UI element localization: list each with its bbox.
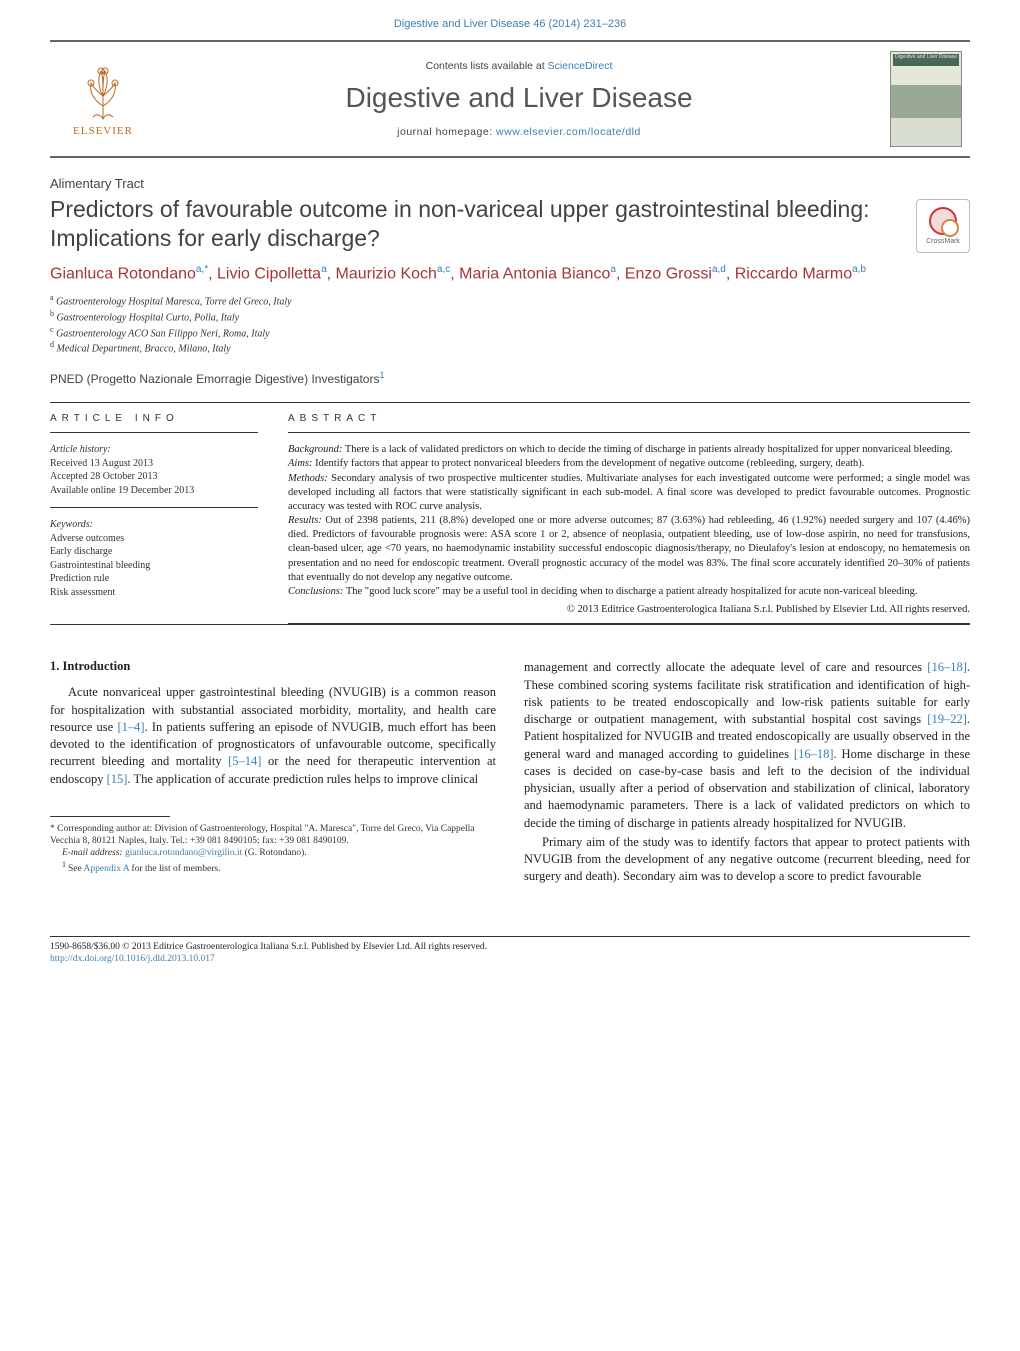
citation-link[interactable]: [16–18]: [927, 660, 967, 674]
page-footer-issn: 1590-8658/$36.00 © 2013 Editrice Gastroe…: [50, 936, 970, 967]
keyword: Risk assessment: [50, 586, 258, 600]
elsevier-wordmark: ELSEVIER: [73, 125, 133, 137]
citation-link[interactable]: [15]: [107, 772, 128, 786]
elsevier-logo: ELSEVIER: [58, 49, 148, 149]
keyword: Prediction rule: [50, 572, 258, 586]
section-heading-intro: 1. Introduction: [50, 659, 496, 674]
intro-paragraph-1-cont: management and correctly allocate the ad…: [524, 659, 970, 832]
citation-link[interactable]: [19–22]: [927, 712, 967, 726]
citation-link[interactable]: [16–18]: [794, 747, 834, 761]
crossmark-icon: [929, 207, 957, 235]
corresponding-email-link[interactable]: gianluca.rotondano@virgilio.it: [125, 848, 242, 858]
sciencedirect-link[interactable]: ScienceDirect: [548, 60, 613, 72]
citation-link[interactable]: [5–14]: [228, 754, 261, 768]
journal-reference-top: Digestive and Liver Disease 46 (2014) 23…: [0, 0, 1020, 36]
author-list: Gianluca Rotondanoa,*, Livio Cipollettaa…: [50, 263, 970, 285]
footnotes: * Corresponding author at: Division of G…: [50, 823, 496, 876]
intro-paragraph-2: Primary aim of the study was to identify…: [524, 834, 970, 886]
crossmark-badge[interactable]: CrossMark: [916, 199, 970, 253]
citation-link[interactable]: [1–4]: [117, 720, 144, 734]
keyword: Adverse outcomes: [50, 532, 258, 546]
journal-homepage-line: journal homepage: www.elsevier.com/locat…: [158, 126, 880, 138]
journal-cover-thumb: Digestive and Liver Disease: [890, 51, 962, 147]
appendix-link[interactable]: Appendix A: [84, 864, 130, 874]
keywords-label: Keywords:: [50, 518, 258, 532]
keyword: Early discharge: [50, 545, 258, 559]
article-history-label: Article history:: [50, 443, 258, 457]
journal-name: Digestive and Liver Disease: [158, 82, 880, 114]
affiliation-list: a Gastroenterology Hospital Maresca, Tor…: [50, 293, 970, 356]
abstract-copyright: © 2013 Editrice Gastroenterologica Itali…: [288, 603, 970, 617]
history-accepted: Accepted 28 October 2013: [50, 470, 258, 484]
history-online: Available online 19 December 2013: [50, 484, 258, 498]
contents-available-line: Contents lists available at ScienceDirec…: [158, 60, 880, 72]
elsevier-tree-icon: [75, 61, 131, 123]
abstract-body: Background: There is a lack of validated…: [288, 443, 970, 617]
article-info-heading: ARTICLE INFO: [50, 413, 258, 424]
paper-title: Predictors of favourable outcome in non-…: [50, 195, 896, 253]
keyword: Gastrointestinal bleeding: [50, 559, 258, 573]
abstract-heading: ABSTRACT: [288, 413, 970, 424]
article-section-label: Alimentary Tract: [50, 176, 970, 191]
investigators-group: PNED (Progetto Nazionale Emorragie Diges…: [50, 370, 970, 386]
journal-header: ELSEVIER Contents lists available at Sci…: [50, 40, 970, 158]
history-received: Received 13 August 2013: [50, 457, 258, 471]
intro-paragraph-1: Acute nonvariceal upper gastrointestinal…: [50, 684, 496, 788]
doi-link[interactable]: http://dx.doi.org/10.1016/j.dld.2013.10.…: [50, 954, 215, 964]
journal-homepage-link[interactable]: www.elsevier.com/locate/dld: [496, 126, 641, 138]
